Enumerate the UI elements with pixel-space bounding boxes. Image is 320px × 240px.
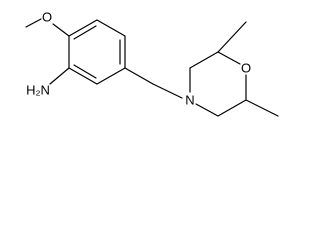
bond [96,19,126,37]
bond [217,99,247,117]
bond [189,51,219,69]
bond [245,99,279,117]
bond [124,67,154,85]
double-bond [73,64,97,79]
bond [217,51,241,65]
atom-label: O [241,60,251,75]
atom-label: H₂N [26,82,50,97]
bond [217,21,247,53]
bond [25,18,42,28]
double-bond [73,25,97,40]
atom-label: N [185,92,194,107]
atom-label: O [42,9,52,24]
bond [49,67,70,85]
bonds [25,18,279,117]
bond [152,83,183,99]
bond [52,23,70,37]
bond [68,19,98,37]
bond [68,67,98,85]
structure: O H₂N N O [25,9,279,117]
bond [195,103,219,117]
bond [96,67,126,85]
page: O H₂N N O (() => { const data = JSON.par… [25,9,279,117]
